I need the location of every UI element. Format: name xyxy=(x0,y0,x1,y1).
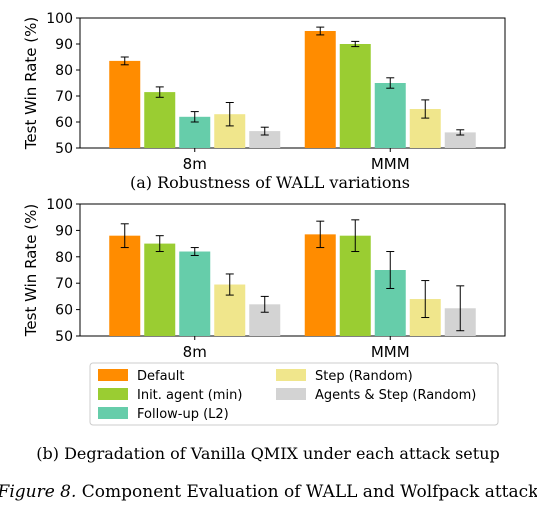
legend-swatch xyxy=(276,388,306,400)
figure-caption-label: Figure 8. xyxy=(0,482,76,502)
y-tick-label: 90 xyxy=(55,37,73,53)
bar xyxy=(144,243,176,336)
legend: Default Init. agent (min) Follow-up (L2) St… xyxy=(89,362,499,426)
bar xyxy=(109,60,141,148)
figure-caption: Figure 8. Component Evaluation of WALL a… xyxy=(0,482,537,502)
y-tick-label: 70 xyxy=(55,276,73,292)
chart-b-caption: (b) Degradation of Vanilla QMIX under ea… xyxy=(36,444,499,463)
bar xyxy=(249,131,281,148)
legend-swatch xyxy=(98,369,128,381)
legend-label: Default xyxy=(137,369,185,384)
chart-a-ylabel: Test Win Rate (%) xyxy=(22,17,40,150)
legend-label: Step (Random) xyxy=(315,369,413,384)
y-tick-label: 80 xyxy=(55,250,73,266)
bar xyxy=(374,83,406,148)
y-tick-label: 90 xyxy=(55,223,73,239)
legend-swatch xyxy=(276,369,306,381)
y-tick-label: 60 xyxy=(55,115,73,131)
x-tick-label: MMM xyxy=(371,343,410,361)
y-tick-label: 50 xyxy=(55,329,73,345)
y-tick-label: 60 xyxy=(55,303,73,319)
bar xyxy=(339,44,371,148)
y-tick-label: 100 xyxy=(46,11,73,27)
chart-b-ylabel: Test Win Rate (%) xyxy=(22,204,40,337)
y-tick-label: 70 xyxy=(55,89,73,105)
legend-label: Agents & Step (Random) xyxy=(315,388,476,403)
legend-swatch xyxy=(98,388,128,400)
chart-b: 50 60 70 80 90 100 8m MMM Test Win Rate (%) De… xyxy=(22,197,506,463)
y-tick-label: 80 xyxy=(55,63,73,79)
chart-a-caption: (a) Robustness of WALL variations xyxy=(130,173,410,192)
bar xyxy=(179,251,211,336)
chart-a: 50 60 70 80 90 100 8m MMM Test Win Rate (%) (a… xyxy=(22,11,506,192)
legend-label: Init. agent (min) xyxy=(137,388,242,403)
chart-a-frame xyxy=(79,17,506,149)
legend-swatch xyxy=(98,407,128,419)
x-tick-label: 8m xyxy=(183,343,207,361)
x-tick-label: MMM xyxy=(371,155,410,173)
bar xyxy=(444,132,476,148)
bar xyxy=(339,235,371,336)
bar xyxy=(304,234,336,336)
y-tick-label: 100 xyxy=(46,197,73,213)
legend-label: Follow-up (L2) xyxy=(137,407,229,422)
bar xyxy=(304,31,336,148)
figure-caption-text: Component Evaluation of WALL and Wolfpac… xyxy=(76,482,537,502)
x-tick-label: 8m xyxy=(183,155,207,173)
bar xyxy=(144,92,176,148)
bar xyxy=(109,235,141,336)
y-tick-label: 50 xyxy=(55,141,73,157)
chart-b-frame xyxy=(79,203,506,337)
